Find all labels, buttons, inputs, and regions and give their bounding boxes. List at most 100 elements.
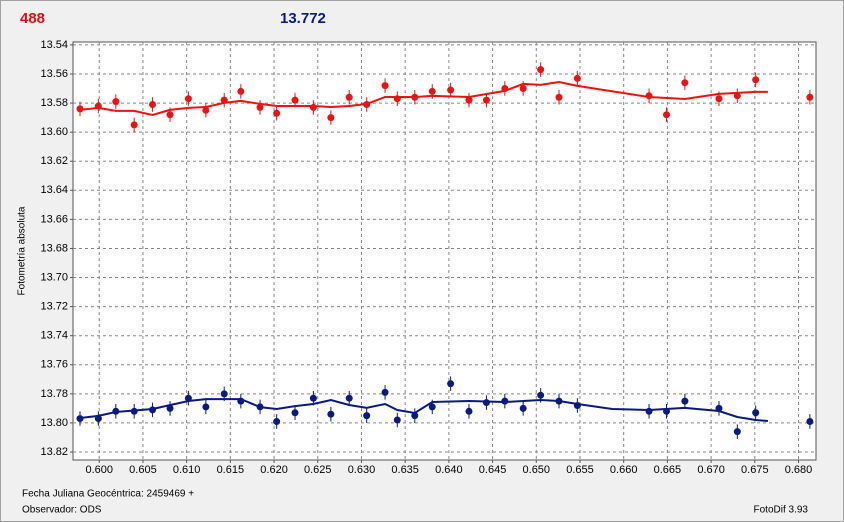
data-point (663, 111, 671, 119)
y-tick-label: 13.78 (40, 388, 68, 400)
data-point (363, 412, 371, 420)
header-right: 13.772 (280, 10, 326, 27)
data-point (130, 121, 138, 129)
data-point (501, 397, 509, 405)
x-tick-label: 0.670 (697, 464, 725, 476)
plot-area (72, 41, 817, 461)
data-point (184, 95, 192, 103)
data-point (202, 106, 210, 114)
footer-date: Fecha Juliana Geocéntrica: 2459469 + (22, 489, 194, 500)
data-point (501, 85, 509, 93)
data-point (393, 416, 401, 424)
data-point (291, 96, 299, 104)
data-point (411, 93, 419, 101)
footer-observer: Observador: ODS (22, 505, 102, 516)
data-point (537, 66, 545, 74)
data-point (555, 397, 563, 405)
x-tick-label: 0.680 (785, 464, 813, 476)
y-tick-label: 13.56 (40, 68, 68, 80)
data-point (94, 102, 102, 110)
x-tick-label: 0.675 (741, 464, 769, 476)
data-point (166, 404, 174, 412)
data-point (645, 407, 653, 415)
data-point (273, 417, 281, 425)
data-point (381, 388, 389, 396)
data-point (220, 96, 228, 104)
x-tick-label: 0.610 (173, 464, 201, 476)
data-point (237, 87, 245, 95)
data-point (447, 86, 455, 94)
fit-line (79, 398, 768, 422)
data-point (482, 96, 490, 104)
data-point (447, 380, 455, 388)
data-point (76, 415, 84, 423)
data-point (393, 95, 401, 103)
data-point (555, 93, 563, 101)
data-point (345, 93, 353, 101)
data-point (309, 103, 317, 111)
y-tick-label: 13.76 (40, 359, 68, 371)
x-tick-label: 0.615 (217, 464, 245, 476)
data-point (733, 428, 741, 436)
data-point (733, 92, 741, 100)
y-tick-label: 13.60 (40, 126, 68, 138)
y-tick-label: 13.68 (40, 242, 68, 254)
data-point (519, 404, 527, 412)
x-tick-label: 0.605 (129, 464, 157, 476)
y-tick-label: 13.82 (40, 446, 68, 458)
y-tick-label: 13.70 (40, 271, 68, 283)
y-tick-label: 13.64 (40, 184, 68, 196)
y-tick-label: 13.66 (40, 213, 68, 225)
data-point (428, 403, 436, 411)
data-point (256, 103, 264, 111)
data-point (327, 410, 335, 418)
data-point (76, 105, 84, 113)
data-point (645, 92, 653, 100)
data-point (112, 407, 120, 415)
data-point (149, 406, 157, 414)
y-tick-label: 13.72 (40, 301, 68, 313)
x-tick-label: 0.640 (435, 464, 463, 476)
data-point (237, 397, 245, 405)
header-left: 488 (20, 10, 45, 27)
y-tick-label: 13.54 (40, 39, 68, 51)
data-point (166, 111, 174, 119)
x-tick-label: 0.635 (391, 464, 419, 476)
data-point (220, 390, 228, 398)
footer-software: FotoDif 3.93 (754, 505, 809, 516)
data-point (715, 404, 723, 412)
data-point (149, 101, 157, 109)
data-point (519, 85, 527, 93)
data-point (345, 394, 353, 402)
x-tick-label: 0.665 (654, 464, 682, 476)
x-tick-label: 0.630 (348, 464, 376, 476)
data-point (202, 403, 210, 411)
data-point (273, 109, 281, 117)
data-point (663, 407, 671, 415)
data-point (130, 407, 138, 415)
data-point (309, 394, 317, 402)
x-tick-label: 0.620 (260, 464, 288, 476)
data-point (806, 417, 814, 425)
x-tick-label: 0.625 (304, 464, 332, 476)
data-point (184, 394, 192, 402)
y-tick-label: 13.80 (40, 417, 68, 429)
y-axis-label: Fotometría absoluta (17, 206, 28, 295)
data-point (752, 409, 760, 417)
y-tick-label: 13.74 (40, 330, 68, 342)
data-point (363, 101, 371, 109)
data-point (112, 98, 120, 106)
data-point (573, 401, 581, 409)
x-tick-label: 0.655 (566, 464, 594, 476)
data-point (465, 96, 473, 104)
data-point (715, 95, 723, 103)
x-tick-label: 0.600 (85, 464, 113, 476)
data-point (482, 399, 490, 407)
data-point (681, 397, 689, 405)
data-point (327, 114, 335, 122)
data-point (681, 79, 689, 87)
data-point (428, 87, 436, 95)
data-point (752, 76, 760, 84)
data-point (381, 82, 389, 90)
